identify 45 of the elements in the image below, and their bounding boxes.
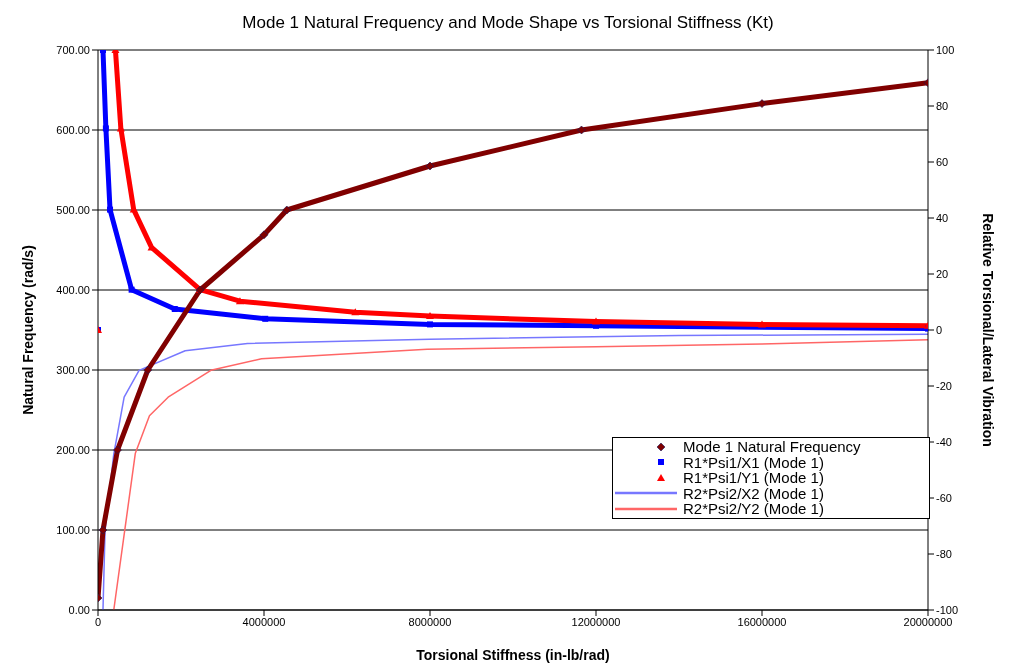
x-axis-title: Torsional Stiffness (in-lb/rad) xyxy=(416,647,610,663)
y2-tick-label: 60 xyxy=(936,155,949,168)
y2-tick-label: 40 xyxy=(936,211,949,224)
point xyxy=(426,312,434,319)
point xyxy=(98,525,108,535)
y-tick-label: 600.00 xyxy=(56,123,90,136)
y-tick-label: 0.00 xyxy=(68,603,90,616)
y2-axis-title: Relative Torsional/Lateral Vibration xyxy=(980,213,997,447)
y-tick-label: 500.00 xyxy=(56,203,90,216)
point xyxy=(128,286,135,293)
point xyxy=(282,205,292,215)
y2-tick-label: 0 xyxy=(936,323,943,336)
legend-label: Mode 1 Natural Frequency xyxy=(683,438,861,455)
point xyxy=(577,125,586,135)
y2-tick-label: 100 xyxy=(936,43,955,56)
y2-tick-label: -100 xyxy=(936,603,959,616)
y-tick-label: 100.00 xyxy=(56,523,90,536)
point xyxy=(425,161,435,171)
point xyxy=(235,297,244,305)
point xyxy=(107,206,114,213)
x-tick-label: 16000000 xyxy=(737,615,787,628)
y2-tick-label: -80 xyxy=(936,547,952,560)
y2-tick-label: 80 xyxy=(936,99,949,112)
y-tick-label: 200.00 xyxy=(56,443,90,456)
x-tick-label: 12000000 xyxy=(571,615,621,628)
y2-tick-label: -20 xyxy=(936,379,952,392)
point xyxy=(592,317,600,325)
chart-title: Mode 1 Natural Frequency and Mode Shape vs Torsional Stiffness (Kt) xyxy=(241,12,775,34)
point xyxy=(757,99,767,108)
point xyxy=(143,365,153,375)
y2-tick-label: -40 xyxy=(936,435,952,448)
x-tick-label: 8000000 xyxy=(408,615,452,628)
y-tick-label: 300.00 xyxy=(56,363,90,376)
point xyxy=(113,445,122,455)
point xyxy=(351,308,360,316)
point xyxy=(171,306,178,312)
y2-tick-label: 20 xyxy=(936,267,949,280)
y-axis-title: Natural Frequency (rad/s) xyxy=(19,245,36,415)
x-tick-label: 0 xyxy=(94,615,102,628)
point xyxy=(259,230,269,240)
x-tick-label: 4000000 xyxy=(242,615,286,628)
y2-tick-label: -60 xyxy=(936,491,952,504)
x-tick-label: 20000000 xyxy=(903,615,953,628)
y-tick-label: 400.00 xyxy=(56,283,90,296)
y-tick-label: 700.00 xyxy=(56,43,90,56)
